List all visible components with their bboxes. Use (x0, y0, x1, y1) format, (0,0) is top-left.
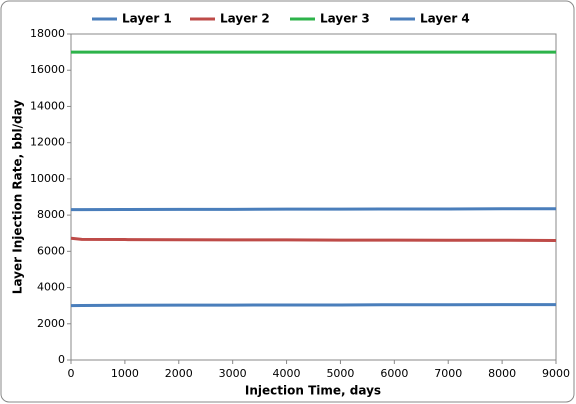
legend-label: Layer 4 (420, 12, 470, 26)
y-tick-label: 18000 (30, 27, 65, 40)
y-tick-label: 14000 (30, 99, 65, 112)
x-tick-label: 5000 (326, 367, 354, 380)
x-tick-label: 1000 (111, 367, 139, 380)
x-tick-label: 7000 (434, 367, 462, 380)
x-tick-label: 9000 (542, 367, 570, 380)
x-tick-label: 4000 (273, 367, 301, 380)
x-tick-label: 3000 (219, 367, 247, 380)
legend-label: Layer 3 (320, 12, 370, 26)
x-tick-label: 8000 (488, 367, 516, 380)
y-axis-label: Layer Injection Rate, bbl/day (11, 100, 25, 295)
series-line (70, 236, 557, 242)
y-tick-label: 2000 (37, 317, 65, 330)
x-tick-label: 2000 (165, 367, 193, 380)
y-tick-label: 4000 (37, 281, 65, 294)
y-tick-label: 0 (58, 353, 65, 366)
x-tick-label: 0 (68, 367, 75, 380)
legend-label: Layer 1 (122, 12, 172, 26)
series-line (70, 303, 556, 308)
x-tick-label: 6000 (380, 367, 408, 380)
y-tick-label: 12000 (30, 136, 65, 149)
y-tick-label: 8000 (37, 208, 65, 221)
x-axis-label: Injection Time, days (245, 384, 381, 398)
y-tick-label: 16000 (30, 63, 65, 76)
y-tick-label: 10000 (30, 172, 65, 185)
series-line (71, 207, 556, 212)
legend-label: Layer 2 (220, 12, 270, 26)
y-tick-label: 6000 (37, 244, 65, 257)
plot-area (70, 33, 557, 361)
